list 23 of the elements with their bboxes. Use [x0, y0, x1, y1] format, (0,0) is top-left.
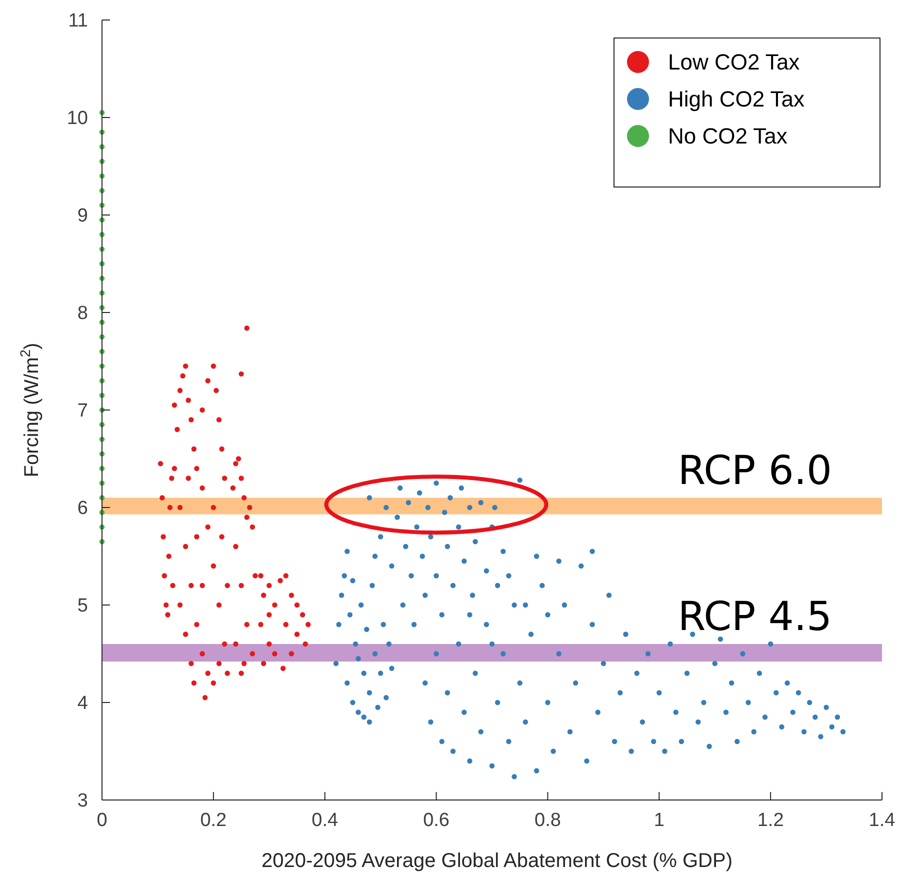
x-tick-label: 0.6 [423, 810, 450, 831]
x-tick-label: 1 [654, 810, 664, 831]
x-axis-title: 2020-2095 Average Global Abatement Cost (% GDP) [261, 850, 733, 872]
y-tick-label: 11 [68, 10, 88, 32]
band-label: RCP 6.0 [678, 448, 832, 494]
y-tick-label: 10 [66, 108, 88, 130]
x-tick-label: 0 [96, 810, 108, 831]
y-tick-label: 8 [77, 303, 88, 324]
legend-label: High CO2 Tax [668, 86, 805, 112]
x-tick-label: 1.2 [757, 810, 784, 831]
legend-label: No CO2 Tax [668, 124, 788, 149]
legend-label: Low CO2 Tax [668, 50, 800, 75]
x-tick-label: 0.4 [312, 810, 338, 831]
y-tick-label: 5 [77, 596, 88, 617]
y-tick-label: 7 [77, 400, 88, 422]
band-label: RCP 4.5 [678, 594, 832, 640]
x-tick-label: 0.8 [534, 810, 561, 831]
x-tick-label: 0.2 [200, 810, 227, 831]
y-tick-label: 6 [77, 498, 88, 520]
y-tick-label: 3 [77, 790, 88, 812]
y-tick-label: 9 [77, 206, 88, 227]
x-tick-label: 1.4 [868, 810, 896, 831]
y-tick-label: 4 [77, 693, 88, 714]
